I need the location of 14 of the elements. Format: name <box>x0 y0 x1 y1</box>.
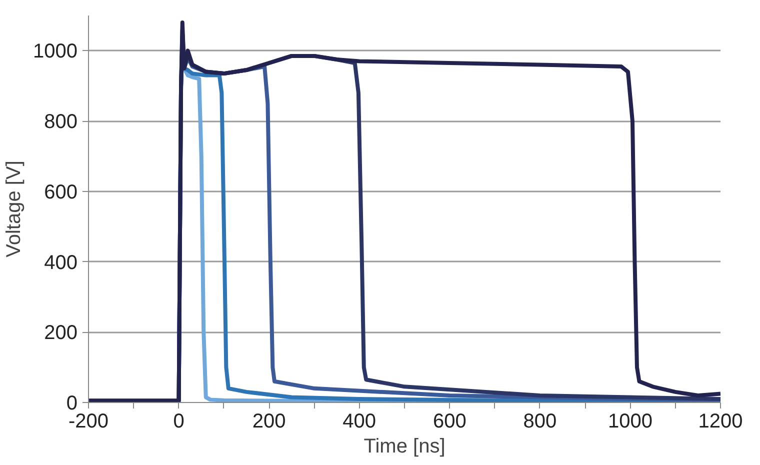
x-tick-label: 1200 <box>698 410 743 432</box>
y-tick-label: 600 <box>44 181 78 204</box>
x-tick-label: 200 <box>252 410 286 432</box>
y-axis-title: Voltage [V] <box>3 160 26 258</box>
y-tick-label: 800 <box>44 111 78 134</box>
x-tick-label: 0 <box>173 410 184 432</box>
y-tick-label: 1000 <box>33 40 78 63</box>
x-tick-label: 1000 <box>608 410 652 432</box>
y-tick-label: 200 <box>44 322 78 344</box>
x-tick-label: 800 <box>523 410 557 432</box>
x-axis-title: Time [ns] <box>364 436 446 458</box>
x-tick-label: 600 <box>432 410 466 432</box>
y-tick-label: 400 <box>44 252 78 274</box>
x-tick-label: 400 <box>342 410 376 432</box>
